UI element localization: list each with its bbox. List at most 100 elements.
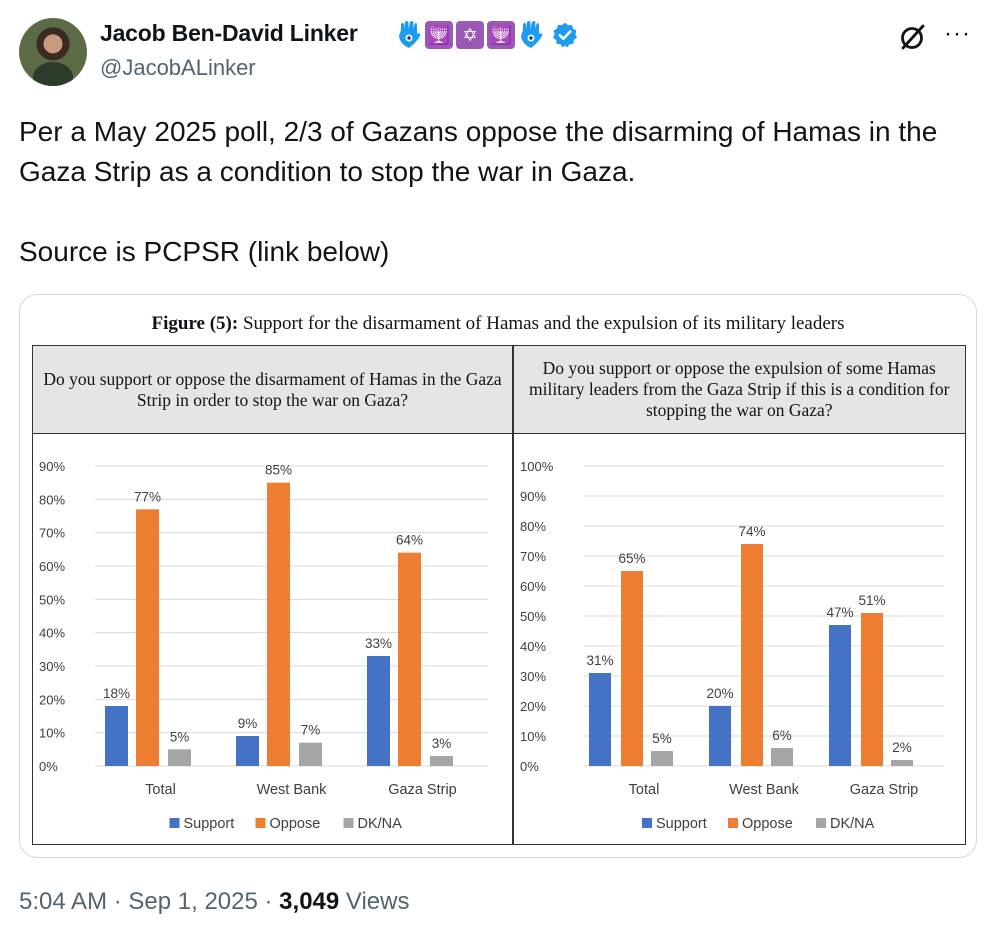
name-emojis: 🕎 ✡ 🕎 [396,20,579,50]
y-tick-label: 40% [39,626,65,641]
y-tick-label: 100% [520,459,554,474]
tweet-date[interactable]: Sep 1, 2025 [128,888,258,915]
data-label: 31% [586,653,613,668]
tweet-time[interactable]: 5:04 AM [19,888,108,915]
figure-title-bold: Figure (5): [151,313,239,334]
legend-swatch [169,818,180,828]
tweet-meta: 5:04 AM · Sep 1, 2025 · 3,049 Views [19,888,410,916]
legend-swatch [343,818,354,828]
author-handle[interactable]: @JacobALinker [100,55,256,80]
data-label: 9% [238,716,258,731]
legend-label: Support [184,816,235,832]
question-right: Do you support or oppose the expulsion o… [513,346,965,434]
figure-title-rest: Support for the disarmament of Hamas and… [238,313,845,334]
tweet-line-1: Per a May 2025 poll, 2/3 of Gazans oppos… [19,116,938,187]
avatar[interactable] [19,18,87,86]
y-tick-label: 30% [39,659,65,674]
figure-panels: Do you support or oppose the disarmament… [32,345,966,845]
meta-separator: · [107,888,129,915]
tweet-line-2: Source is PCPSR (link below) [19,236,390,267]
y-tick-label: 80% [39,492,65,507]
bar-dkna-total [651,751,673,766]
bar-support-west-bank [236,736,259,766]
data-label: 47% [826,605,853,620]
data-label: 7% [301,723,321,738]
legend-swatch [255,818,266,828]
figure-title: Figure (5): Support for the disarmament … [20,313,976,335]
author-name[interactable]: Jacob Ben-David Linker [100,20,358,46]
bar-oppose-west-bank [741,544,763,766]
media-image[interactable]: Figure (5): Support for the disarmament … [19,294,977,858]
x-category-label: Gaza Strip [850,782,919,798]
bar-dkna-total [168,749,191,766]
legend-label: DK/NA [358,816,403,832]
y-tick-label: 10% [39,726,65,741]
y-tick-label: 80% [520,519,546,534]
legend-swatch [728,818,738,828]
x-category-label: Total [145,782,176,798]
bar-dkna-gaza-strip [891,760,913,766]
bar-oppose-gaza-strip [861,613,883,766]
tweet-text: Per a May 2025 poll, 2/3 of Gazans oppos… [19,112,969,272]
menorah-icon: 🕎 [425,21,453,49]
bar-oppose-west-bank [267,482,290,766]
panel-divider [512,346,514,844]
x-category-label: Total [629,782,660,798]
star-of-david-icon: ✡ [456,21,484,49]
meta-separator-2: · [257,888,280,915]
menorah-icon-2: 🕎 [487,21,515,49]
x-category-label: West Bank [729,782,800,798]
data-label: 5% [170,729,190,744]
y-tick-label: 20% [39,692,65,707]
x-category-label: West Bank [257,782,328,798]
bar-support-gaza-strip [367,656,390,766]
data-label: 6% [772,728,792,743]
data-label: 64% [396,533,423,548]
bar-support-total [105,706,128,766]
y-tick-label: 70% [520,549,546,564]
y-tick-label: 90% [520,489,546,504]
data-label: 65% [618,551,645,566]
data-label: 74% [738,524,765,539]
y-tick-label: 50% [520,609,546,624]
y-tick-label: 70% [39,526,65,541]
data-label: 51% [858,593,885,608]
bar-dkna-gaza-strip [430,756,453,766]
chart-disarmament: 0% 10% 20% 30% 40% 50% 60% 70% 80% 90% 18% 77% 5% Tot… [39,459,488,832]
legend-swatch [642,818,652,828]
verified-badge-icon[interactable] [551,21,579,49]
views-count: 3,049 [279,888,340,915]
legend-label: Oppose [270,816,321,832]
y-tick-label: 20% [520,699,546,714]
data-label: 18% [103,686,130,701]
bar-oppose-gaza-strip [398,552,421,766]
question-left: Do you support or oppose the disarmament… [33,346,512,434]
y-tick-label: 50% [39,592,65,607]
data-label: 85% [265,463,292,478]
y-tick-label: 60% [520,579,546,594]
grok-icon[interactable] [898,22,928,52]
chart-expulsion: 0% 10% 20% 30% 40% 50% 60% 70% 80% 90% 100% 31% 65% 5… [520,459,944,832]
more-options-icon[interactable]: ··· [944,20,971,47]
bar-support-total [589,673,611,766]
data-label: 5% [652,731,672,746]
legend-label: Support [656,816,707,832]
legend-label: Oppose [742,816,793,832]
y-tick-label: 0% [39,759,58,774]
data-label: 2% [892,740,912,755]
views-label: Views [339,888,410,915]
data-label: 3% [432,736,452,751]
data-label: 77% [134,489,161,504]
y-tick-label: 10% [520,729,546,744]
x-category-label: Gaza Strip [388,782,457,798]
y-tick-label: 0% [520,759,539,774]
bar-support-west-bank [709,706,731,766]
hamsa-icon [399,21,421,48]
y-tick-label: 30% [520,669,546,684]
legend-label: DK/NA [830,816,875,832]
bar-oppose-total [621,571,643,766]
y-tick-label: 40% [520,639,546,654]
bar-oppose-total [136,509,159,766]
hamsa-icon-2 [521,21,543,48]
y-tick-label: 60% [39,559,65,574]
